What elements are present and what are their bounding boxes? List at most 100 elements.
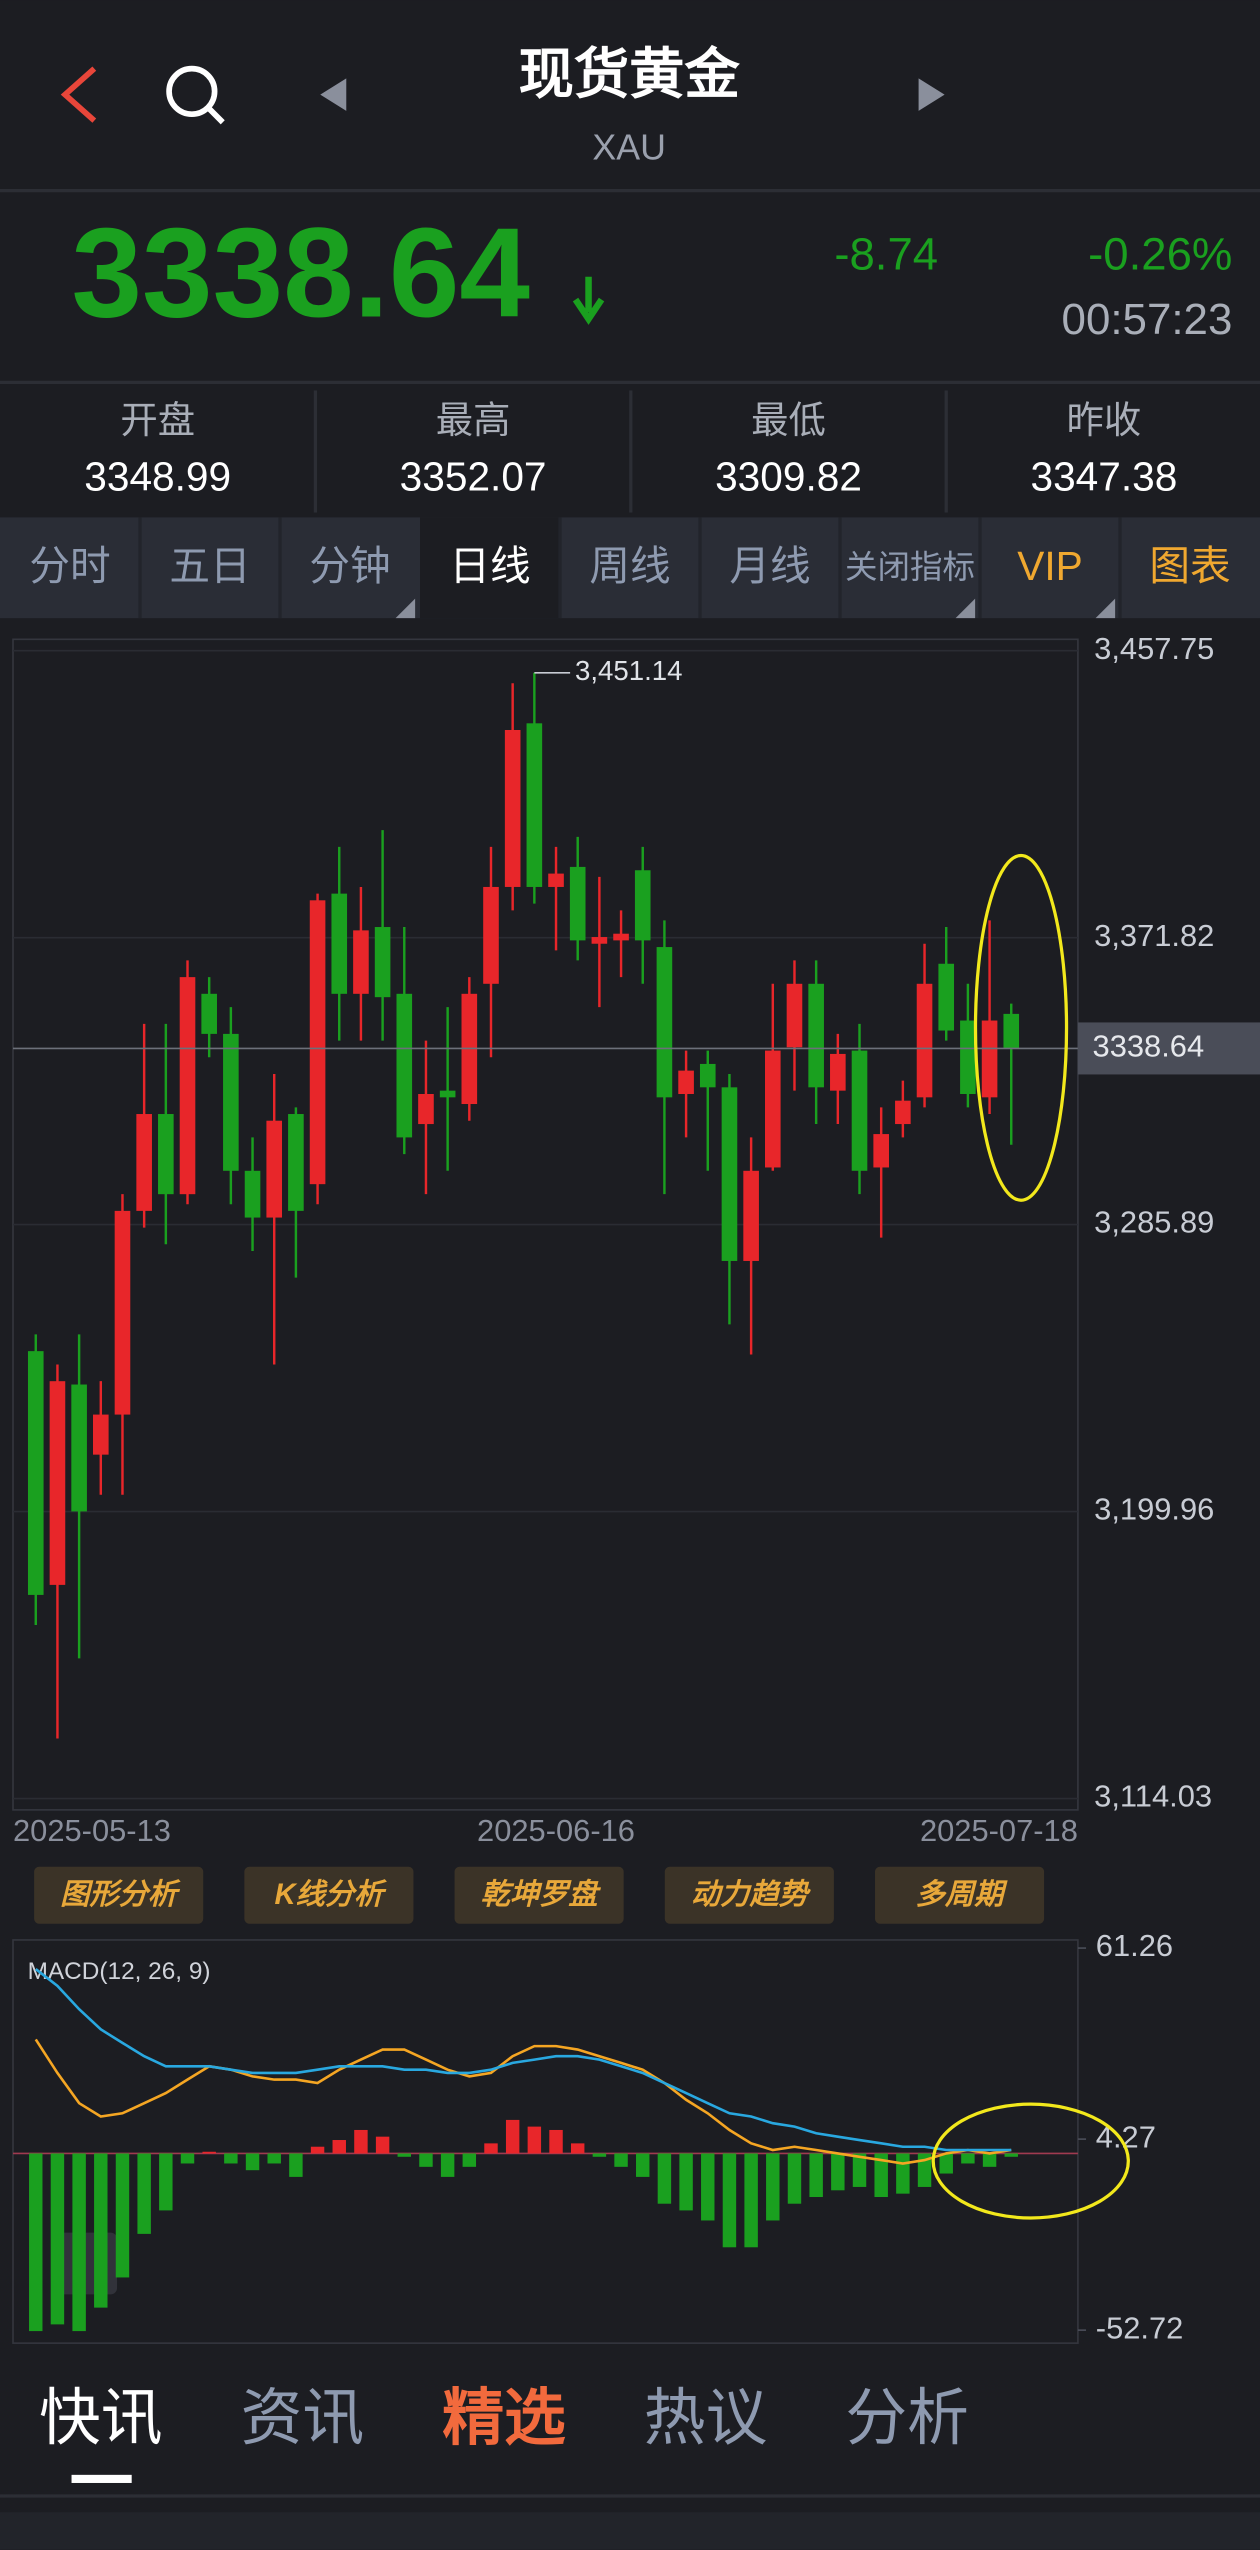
search-button[interactable] <box>166 65 225 125</box>
news-tab[interactable]: 分析 <box>845 2384 969 2453</box>
stat-value: 3309.82 <box>715 454 862 500</box>
candle-body <box>136 1114 152 1211</box>
x-tick-label: 2025-06-16 <box>477 1813 635 1848</box>
period-tab[interactable]: 月线 <box>729 543 810 589</box>
macd-bar <box>787 2153 802 2204</box>
period-tab[interactable]: 分时 <box>29 543 110 589</box>
x-tick-label: 2025-07-18 <box>920 1813 1078 1848</box>
macd-bar <box>159 2153 173 2211</box>
macd-bar <box>462 2153 477 2167</box>
macd-bar <box>419 2153 433 2167</box>
candle-body <box>439 1090 456 1098</box>
candle-body <box>223 1033 239 1171</box>
macd-bar <box>766 2153 780 2221</box>
news-strip <box>0 2512 1260 2550</box>
candle-body <box>873 1134 889 1168</box>
change-pct: -0.26% <box>1088 228 1232 279</box>
macd-bar <box>289 2153 303 2177</box>
change: -8.74 <box>834 228 938 279</box>
tool-button[interactable] <box>244 1866 414 1924</box>
highlight-ellipse <box>931 2102 1130 2220</box>
candle-body <box>613 933 629 941</box>
candle-body <box>721 1087 738 1261</box>
candle-body <box>114 1210 131 1415</box>
news-tab[interactable]: 资讯 <box>241 2384 365 2453</box>
tool-button[interactable] <box>664 1866 834 1924</box>
candle-body <box>743 1170 759 1261</box>
tab-selected <box>420 517 560 619</box>
news-tab[interactable]: 精选 <box>442 2384 566 2453</box>
candle-body <box>526 723 543 887</box>
candle-body <box>374 927 391 998</box>
candle-body <box>764 1050 781 1168</box>
macd-panel <box>12 1939 1079 2344</box>
subtitle: XAU <box>592 127 666 167</box>
macd-bar <box>29 2153 43 2332</box>
next-button[interactable] <box>918 78 945 111</box>
tool-button[interactable] <box>34 1866 204 1924</box>
macd-bar <box>874 2153 888 2198</box>
candle-body <box>244 1170 261 1218</box>
macd-bar <box>939 2153 953 2174</box>
candle-body <box>830 1053 846 1091</box>
news-tab[interactable]: 快讯 <box>39 2384 163 2453</box>
macd-bar <box>896 2153 910 2194</box>
candle-body <box>960 1020 976 1094</box>
macd-bar <box>310 2146 325 2154</box>
doc-icon[interactable] <box>55 2232 118 2295</box>
period-tab[interactable]: 分钟 <box>309 543 390 589</box>
candle-body <box>851 1050 868 1171</box>
y-tick-label: 3,114.03 <box>1094 1779 1212 1814</box>
candle-body <box>699 1063 716 1088</box>
prev-button[interactable] <box>320 78 347 111</box>
candle-body <box>656 947 673 1098</box>
macd-bar <box>202 2151 216 2154</box>
candle-body <box>418 1093 434 1125</box>
macd-bar <box>722 2153 737 2248</box>
candle-body <box>331 893 348 994</box>
tool-button[interactable] <box>875 1866 1045 1924</box>
content: 开盘 3348.99 最高 3352.07 最低 3309.82 昨收 3347.38 分时 五日… <box>13 390 1260 2483</box>
macd-bar <box>72 2153 86 2332</box>
y-tick-label: 3,199.96 <box>1094 1492 1214 1527</box>
high-label: 3,451.14 <box>575 655 683 686</box>
macd-bar <box>1004 2153 1018 2157</box>
candle-body <box>981 1020 998 1098</box>
macd-bar <box>50 2153 65 2325</box>
tool-label: 图形分析 <box>60 1878 181 1911</box>
macd-line <box>34 2038 1012 2165</box>
macd-bar <box>397 2153 412 2157</box>
macd-bar <box>440 2153 455 2177</box>
price: 3338.64 <box>72 202 530 344</box>
news-tab[interactable]: 热议 <box>644 2384 768 2453</box>
period-tab[interactable]: 五日 <box>169 543 250 589</box>
tab-bar <box>0 517 1260 619</box>
candle-body <box>634 870 651 941</box>
y-tick-label: 61.26 <box>1096 1928 1173 1963</box>
back-button[interactable] <box>60 66 97 123</box>
tool-label: K线分析 <box>274 1878 387 1911</box>
period-tab[interactable]: 日线 <box>449 543 530 589</box>
macd-bar <box>852 2153 867 2187</box>
period-tab[interactable]: 图表 <box>1149 543 1230 589</box>
stat-label: 开盘 <box>120 399 195 441</box>
highlight-ellipse <box>973 853 1069 1202</box>
tool-button[interactable] <box>454 1866 624 1924</box>
macd-bar <box>549 2129 563 2154</box>
period-tab[interactable]: 周线 <box>589 543 670 589</box>
tool-label: 多周期 <box>916 1878 1008 1911</box>
down-arrow <box>572 276 605 325</box>
period-tab[interactable]: 关闭指标 <box>845 549 975 585</box>
candle-body <box>49 1381 66 1585</box>
macd-bar <box>505 2119 520 2154</box>
period-tab[interactable]: VIP <box>1017 543 1082 589</box>
candle-body <box>483 886 499 984</box>
macd-bar <box>636 2153 650 2177</box>
macd-bar <box>570 2143 585 2154</box>
stat-value: 3352.07 <box>400 454 547 500</box>
macd-line <box>34 1968 1012 2152</box>
candle-body <box>179 977 196 1195</box>
candle-body <box>504 730 521 887</box>
candle-body <box>396 993 413 1138</box>
macd-bar <box>267 2153 281 2164</box>
